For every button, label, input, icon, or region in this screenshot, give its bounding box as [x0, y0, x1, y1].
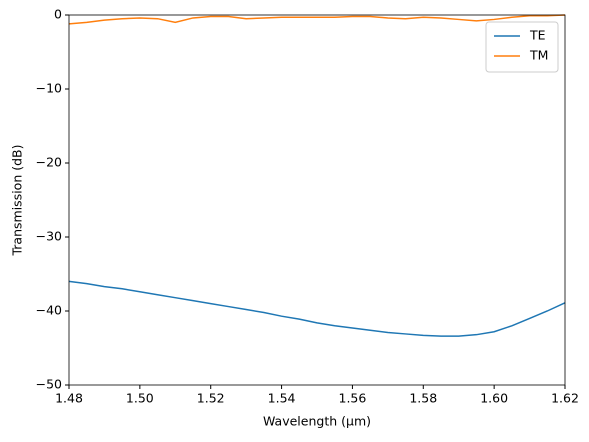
line-series: [68, 280, 566, 337]
x-tick-label: 1.56: [339, 391, 367, 406]
legend-box: [485, 21, 559, 73]
y-axis-label: Transmission (dB): [10, 145, 25, 257]
plot-frame: [68, 14, 566, 386]
y-tick-label: 0: [54, 7, 62, 22]
x-tick-label: 1.58: [409, 391, 437, 406]
y-tick-label: −30: [36, 229, 62, 244]
y-tick-label: −50: [36, 377, 62, 392]
x-tick-label: 1.48: [55, 391, 83, 406]
y-tick-label: −20: [36, 155, 62, 170]
x-tick-label: 1.62: [551, 391, 579, 406]
y-tick-label: −10: [36, 81, 62, 96]
x-tick-label: 1.50: [126, 391, 154, 406]
x-axis-label: Wavelength (μm): [263, 414, 371, 429]
y-tick-label: −40: [36, 303, 62, 318]
line-series: [68, 14, 566, 25]
x-tick-label: 1.52: [197, 391, 225, 406]
legend-label: TM: [529, 48, 548, 63]
legend-label: TE: [529, 28, 546, 43]
x-tick-label: 1.54: [268, 391, 296, 406]
x-tick-label: 1.60: [480, 391, 508, 406]
